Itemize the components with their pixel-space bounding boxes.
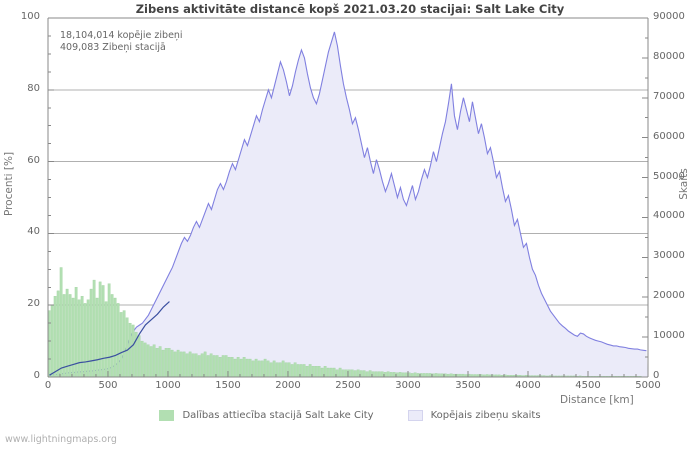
y-right-tick-60000: 60000 bbox=[653, 130, 685, 142]
y-right-tick-80000: 80000 bbox=[653, 50, 685, 62]
x-tick-3500: 3500 bbox=[455, 380, 481, 391]
x-tick-1500: 1500 bbox=[215, 380, 241, 391]
y-right-tick-90000: 90000 bbox=[653, 11, 685, 22]
x-tick-3000: 3000 bbox=[395, 380, 421, 391]
x-tick-5000: 5000 bbox=[635, 380, 661, 391]
y-right-tick-20000: 20000 bbox=[653, 290, 685, 302]
y-right-tick-0: 0 bbox=[653, 370, 660, 381]
legend-item-total-count: Kopējais zibeņu skaits bbox=[407, 410, 541, 421]
y-right-tick-10000: 10000 bbox=[653, 330, 685, 342]
legend-item-participation: Dalības attiecība stacijā Salt Lake City bbox=[159, 410, 374, 421]
x-tick-500: 500 bbox=[98, 380, 118, 391]
legend-swatch-participation bbox=[159, 410, 175, 421]
x-tick-2500: 2500 bbox=[335, 380, 361, 391]
y-left-tick-100: 100 bbox=[20, 11, 40, 22]
y-right-tick-30000: 30000 bbox=[653, 250, 685, 262]
x-tick-4000: 4000 bbox=[515, 380, 541, 391]
footer-url: www.lightningmaps.org bbox=[5, 434, 117, 445]
y-left-tick-20: 20 bbox=[27, 298, 40, 310]
page-title: Zibens aktivitāte distancē kopš 2021.03.… bbox=[135, 2, 565, 16]
y-right-tick-50000: 50000 bbox=[653, 170, 685, 182]
chart-legend: Dalības attiecība stacijā Salt Lake City… bbox=[0, 410, 700, 421]
x-tick-2000: 2000 bbox=[275, 380, 301, 391]
annotation-total-strokes: 18,104,014 kopējie zibeņi bbox=[60, 30, 183, 41]
y-left-tick-60: 60 bbox=[27, 154, 40, 166]
y-left-tick-40: 40 bbox=[27, 226, 40, 238]
legend-swatch-total-count bbox=[407, 410, 423, 421]
y-right-tick-40000: 40000 bbox=[653, 210, 685, 222]
legend-label-total-count: Kopējais zibeņu skaits bbox=[430, 410, 541, 421]
annotation-station-strokes: 409,083 Zibeņi stacijā bbox=[60, 42, 166, 53]
legend-label-participation: Dalības attiecība stacijā Salt Lake City bbox=[182, 410, 374, 421]
y-left-tick-0: 0 bbox=[33, 370, 40, 381]
y-left-tick-80: 80 bbox=[27, 82, 40, 94]
x-axis-title: Distance [km] bbox=[560, 394, 634, 406]
y-right-tick-70000: 70000 bbox=[653, 90, 685, 102]
x-tick-4500: 4500 bbox=[575, 380, 601, 391]
x-tick-1000: 1000 bbox=[155, 380, 181, 391]
x-tick-0: 0 bbox=[44, 380, 52, 391]
